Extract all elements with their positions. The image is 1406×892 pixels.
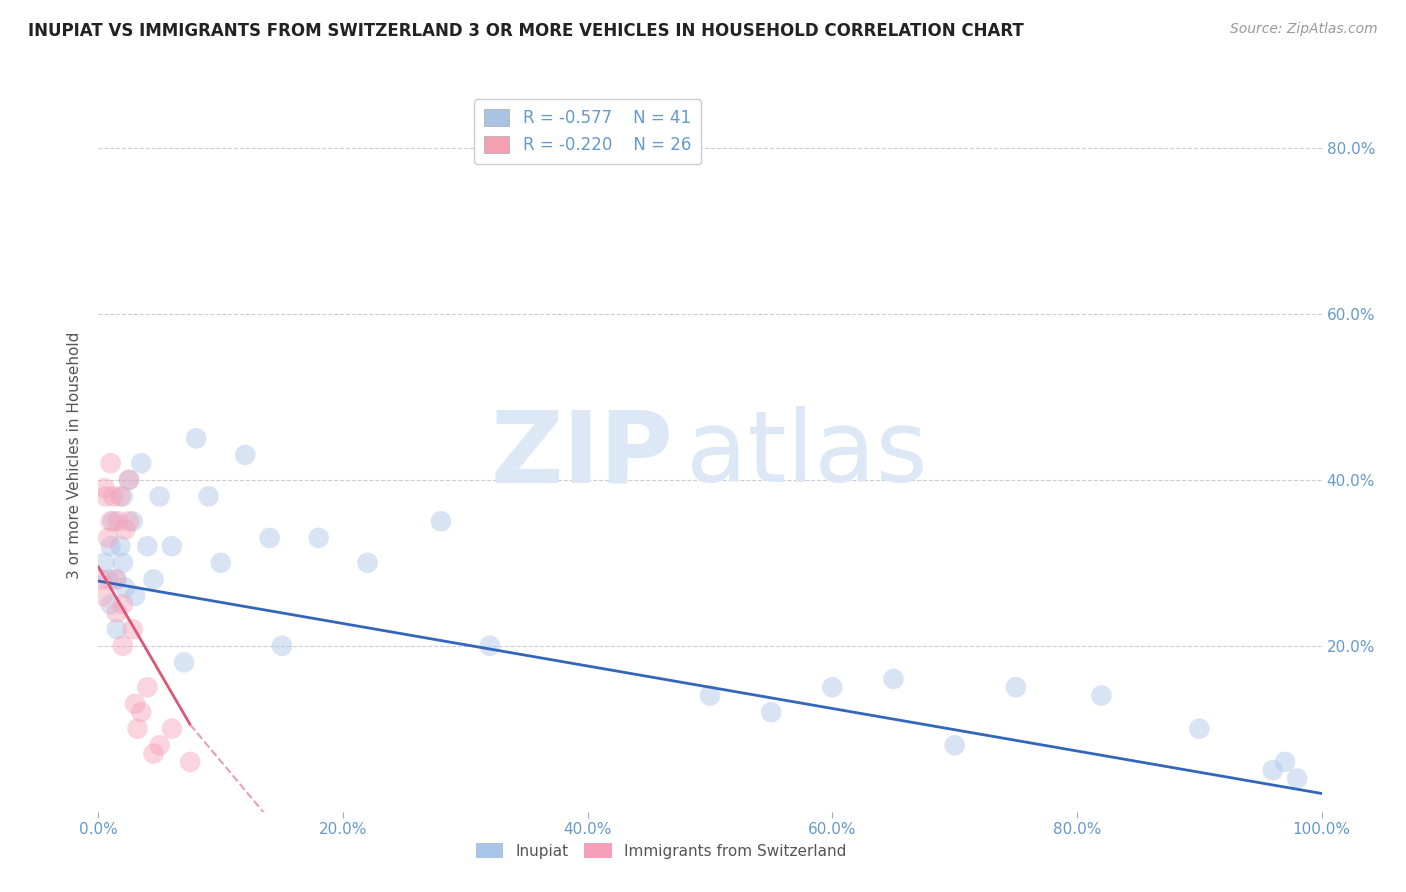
Point [110,539,132,553]
Point [118,473,141,487]
Point [129,705,152,719]
Point [127,722,149,736]
Point [93,556,115,570]
Point [270,639,294,653]
Point [111,556,134,570]
Point [100,456,122,470]
Point [1090,689,1112,703]
Point [761,705,783,719]
Point [105,606,128,620]
Point [478,639,501,653]
Point [173,656,195,670]
Point [943,739,966,753]
Point [259,531,281,545]
Point [233,448,256,462]
Point [124,589,146,603]
Point [105,573,128,587]
Text: atlas: atlas [686,407,927,503]
Point [1274,755,1296,769]
Point [97,573,120,587]
Point [1004,680,1026,694]
Text: INUPIAT VS IMMIGRANTS FROM SWITZERLAND 3 OR MORE VEHICLES IN HOUSEHOLD CORRELATI: INUPIAT VS IMMIGRANTS FROM SWITZERLAND 3… [28,22,1024,40]
Point [1188,722,1211,736]
Point [111,490,134,504]
Point [104,573,127,587]
Point [118,514,141,528]
Point [97,531,120,545]
Point [1286,772,1309,786]
Point [100,514,122,528]
Point [121,622,143,636]
Point [142,573,165,587]
Point [114,581,136,595]
Y-axis label: 3 or more Vehicles in Household: 3 or more Vehicles in Household [67,331,83,579]
Point [699,689,721,703]
Point [209,556,232,570]
Point [160,722,183,736]
Point [179,755,201,769]
Point [107,514,129,528]
Legend: Inupiat, Immigrants from Switzerland: Inupiat, Immigrants from Switzerland [470,837,852,864]
Point [883,672,905,686]
Point [111,597,134,611]
Point [430,514,453,528]
Point [101,490,124,504]
Point [356,556,378,570]
Point [308,531,330,545]
Point [114,523,136,537]
Point [160,539,183,553]
Point [94,490,117,504]
Point [197,490,219,504]
Point [100,597,122,611]
Point [91,589,114,603]
Point [111,639,134,653]
Point [149,490,172,504]
Point [110,490,132,504]
Text: ZIP: ZIP [491,407,673,503]
Point [101,514,124,528]
Point [124,697,146,711]
Point [129,456,152,470]
Point [93,481,115,495]
Point [1261,763,1284,777]
Point [118,473,141,487]
Point [821,680,844,694]
Point [100,539,122,553]
Point [186,431,208,445]
Point [136,539,159,553]
Point [105,622,128,636]
Point [136,680,159,694]
Point [142,747,165,761]
Point [149,739,172,753]
Point [90,573,112,587]
Text: Source: ZipAtlas.com: Source: ZipAtlas.com [1230,22,1378,37]
Point [121,514,143,528]
